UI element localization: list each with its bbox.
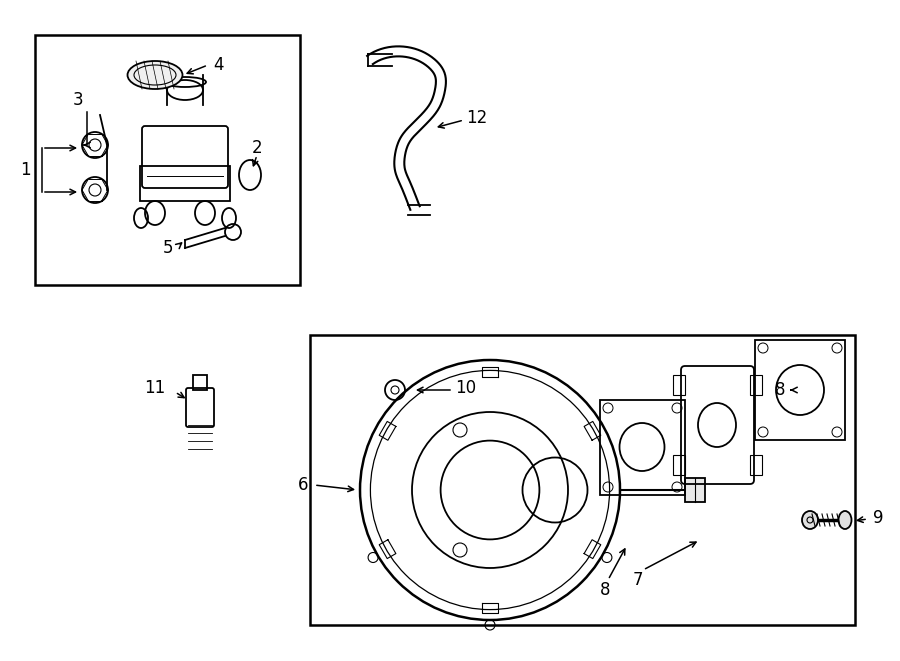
Bar <box>193 375 207 390</box>
Bar <box>673 455 685 475</box>
Bar <box>310 335 855 625</box>
Bar <box>755 340 845 440</box>
Text: 8: 8 <box>775 381 785 399</box>
Text: 7: 7 <box>633 571 643 589</box>
Bar <box>750 375 762 395</box>
Ellipse shape <box>802 511 818 529</box>
Text: 1: 1 <box>20 161 31 179</box>
Bar <box>673 375 685 395</box>
Text: 2: 2 <box>252 139 262 157</box>
Text: 10: 10 <box>455 379 476 397</box>
Bar <box>140 166 230 201</box>
Bar <box>600 400 685 495</box>
Text: 11: 11 <box>144 379 165 397</box>
Text: 3: 3 <box>73 91 84 109</box>
Ellipse shape <box>128 61 183 89</box>
Bar <box>685 478 705 502</box>
Text: 12: 12 <box>466 109 487 127</box>
Text: 4: 4 <box>212 56 223 74</box>
Text: 9: 9 <box>873 509 883 527</box>
Text: 6: 6 <box>298 476 308 494</box>
Text: 5: 5 <box>163 239 173 257</box>
Ellipse shape <box>839 511 851 529</box>
Bar <box>750 455 762 475</box>
Bar <box>35 35 300 285</box>
Text: 8: 8 <box>599 581 610 599</box>
